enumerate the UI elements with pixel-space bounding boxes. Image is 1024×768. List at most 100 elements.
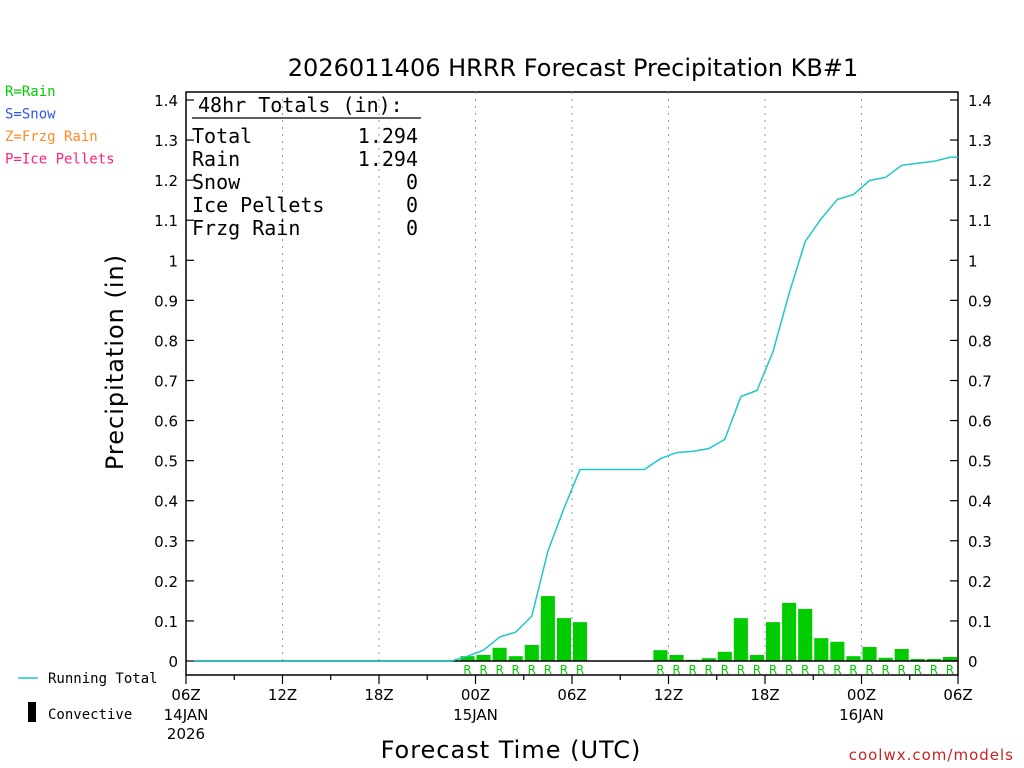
- y-tick-label-left: 0.9: [154, 292, 178, 310]
- precip-bar: [782, 602, 797, 661]
- precip-type-label: R: [753, 663, 761, 677]
- precip-type-label: R: [495, 663, 503, 677]
- convective-swatch: [28, 702, 36, 722]
- type-legend-item: Z=Frzg Rain: [5, 129, 98, 145]
- precip-bar: [492, 647, 507, 661]
- precip-bar: [878, 657, 893, 661]
- precip-type-label: R: [881, 663, 889, 677]
- totals-row-value: 0: [406, 170, 418, 194]
- totals-row-value: 1.294: [358, 124, 418, 148]
- precip-type-label: R: [849, 663, 857, 677]
- x-tick-label: 18Z: [364, 686, 393, 704]
- precip-type-label: R: [817, 663, 825, 677]
- y-tick-label-right: 1.2: [968, 172, 992, 190]
- totals-row-label: Total: [192, 124, 252, 148]
- y-tick-label-left: 0.4: [154, 493, 178, 511]
- precip-type-label: R: [576, 663, 584, 677]
- plot-frame: [185, 91, 959, 676]
- x-date-label: 16JAN: [839, 706, 884, 724]
- y-tick-label-left: 1.4: [154, 92, 178, 110]
- x-tick-label: 06Z: [171, 686, 200, 704]
- precip-type-label: R: [544, 663, 552, 677]
- precip-bar: [814, 638, 829, 661]
- y-tick-label-right: 0.7: [968, 373, 992, 391]
- precip-type-label: R: [688, 663, 696, 677]
- y-axis-label: Precipitation (in): [101, 254, 129, 470]
- y-tick-label-left: 1.1: [154, 212, 178, 230]
- precip-bar: [524, 644, 539, 661]
- running-total-legend-label: Running Total: [48, 671, 158, 687]
- totals-row-label: Snow: [192, 170, 241, 194]
- precip-bar: [653, 650, 668, 661]
- precip-type-label: R: [785, 663, 793, 677]
- y-tick-label-left: 1.2: [154, 172, 178, 190]
- precip-type-label: R: [656, 663, 664, 677]
- y-tick-label-right: 0.1: [968, 613, 992, 631]
- type-legend-item: S=Snow: [5, 107, 56, 123]
- totals-row-value: 1.294: [358, 147, 418, 171]
- y-tick-label-right: 1.3: [968, 132, 992, 150]
- y-tick-label-right: 1: [968, 252, 978, 270]
- precip-type-label: R: [801, 663, 809, 677]
- y-tick-label-left: 0.5: [154, 453, 178, 471]
- precip-bar: [749, 654, 764, 661]
- precip-type-legend: R=Rain S=Snow Z=Frzg Rain P=Ice Pellets: [5, 84, 115, 168]
- y-tick-label-left: 1: [168, 252, 178, 270]
- precip-type-label: R: [479, 663, 487, 677]
- y-tick-label-right: 1.1: [968, 212, 992, 230]
- precip-bar: [926, 658, 941, 661]
- x-tick-label: 00Z: [847, 686, 876, 704]
- x-date-label: 15JAN: [453, 706, 498, 724]
- precip-bar: [910, 658, 925, 661]
- vertical-grid: [282, 92, 862, 661]
- precip-bar: [894, 648, 909, 661]
- chart-title: 2026011406 HRRR Forecast Precipitation K…: [288, 54, 858, 82]
- precip-type-label: R: [930, 663, 938, 677]
- convective-legend-label: Convective: [48, 707, 132, 723]
- y-tick-label-right: 1.4: [968, 92, 992, 110]
- credit-label: coolwx.com/models: [849, 746, 1014, 764]
- precip-bar: [733, 618, 748, 661]
- type-legend-item: R=Rain: [5, 84, 56, 100]
- precip-bar: [573, 622, 588, 661]
- precip-bar: [717, 651, 732, 661]
- precip-bar: [766, 622, 781, 661]
- x-axis-label: Forecast Time (UTC): [381, 736, 642, 764]
- x-tick-label: 12Z: [654, 686, 683, 704]
- hourly-precip-bars: [460, 596, 957, 661]
- y-tick-label-left: 0: [168, 653, 178, 671]
- y-tick-label-right: 0.5: [968, 453, 992, 471]
- precip-bar: [556, 618, 571, 661]
- y-tick-label-right: 0.4: [968, 493, 992, 511]
- x-tick-label: 12Z: [268, 686, 297, 704]
- precip-type-label: R: [946, 663, 954, 677]
- y-tick-label-right: 0.9: [968, 292, 992, 310]
- x-tick-label: 06Z: [943, 686, 972, 704]
- precip-type-label: R: [865, 663, 873, 677]
- totals-row-value: 0: [406, 216, 418, 240]
- precip-type-label: R: [705, 663, 713, 677]
- precip-bar: [862, 646, 877, 661]
- y-tick-label-left: 0.7: [154, 373, 178, 391]
- precip-bar: [846, 656, 861, 661]
- totals-row-label: Rain: [192, 147, 240, 171]
- precip-type-label: R: [512, 663, 520, 677]
- precip-type-label: R: [721, 663, 729, 677]
- totals-row-label: Ice Pellets: [192, 193, 324, 217]
- precip-bar: [460, 656, 475, 661]
- totals-heading: 48hr Totals (in):: [198, 93, 403, 117]
- totals-row-value: 0: [406, 193, 418, 217]
- series-legend: Running Total Convective: [18, 671, 158, 723]
- precip-bar: [798, 608, 813, 661]
- y-tick-label-left: 0.2: [154, 573, 178, 591]
- y-tick-label-left: 0.8: [154, 332, 178, 350]
- precip-type-label: R: [560, 663, 568, 677]
- x-date-label: 14JAN: [164, 706, 209, 724]
- precip-type-label: R: [672, 663, 680, 677]
- precip-type-label: R: [528, 663, 536, 677]
- precip-bar: [701, 658, 716, 661]
- precip-type-label: R: [914, 663, 922, 677]
- precip-bar: [508, 656, 523, 661]
